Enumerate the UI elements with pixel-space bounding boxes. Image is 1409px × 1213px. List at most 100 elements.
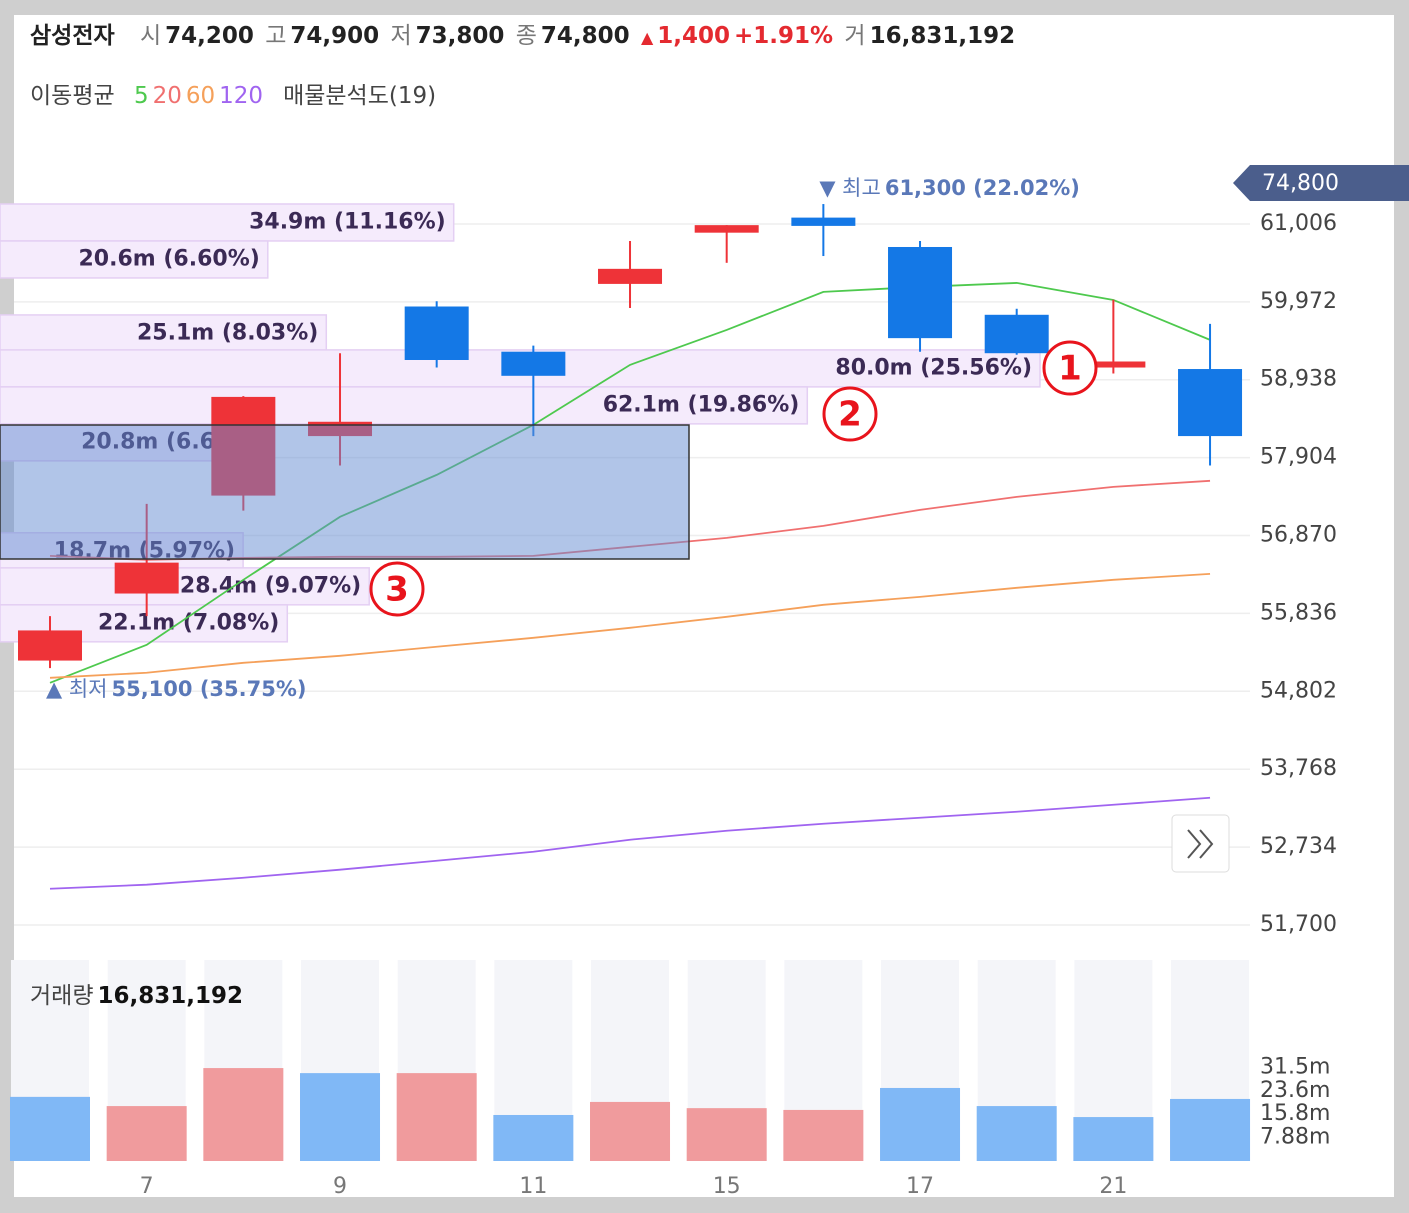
volume-tick-label: 7.88m — [1260, 1125, 1330, 1150]
y-tick-label: 61,006 — [1260, 211, 1337, 236]
callout-number: 3 — [385, 570, 409, 610]
volume-bar — [783, 1109, 864, 1161]
note-label: ▼ 최고 — [819, 176, 880, 200]
profile-label: 25.1m (8.03%) — [137, 320, 318, 345]
candle-body — [18, 630, 82, 661]
profile-label: 22.1m (7.08%) — [98, 610, 279, 635]
candle-body — [114, 562, 179, 594]
ma-line — [49, 282, 1211, 684]
y-tick-label: 55,836 — [1260, 600, 1337, 625]
volume-bar — [10, 1096, 90, 1161]
candle-body — [984, 314, 1049, 354]
volume-bar — [1170, 1098, 1251, 1161]
volume-bar — [493, 1114, 574, 1161]
x-tick-label: 21 — [1099, 1174, 1127, 1199]
legend-entry[interactable]: 120 — [219, 83, 264, 109]
label: 고 — [265, 23, 287, 49]
volume-bar — [976, 1106, 1057, 1161]
y-tick-label: 53,768 — [1260, 756, 1337, 781]
note-value: 55,100 (35.75%) — [111, 677, 306, 701]
volume-bar — [203, 1068, 284, 1161]
x-tick-label: 17 — [906, 1174, 934, 1199]
chevron-icon — [1187, 829, 1214, 859]
x-tick-label: 9 — [333, 1174, 347, 1199]
callout-number: 2 — [838, 395, 862, 435]
volume-tick-label: 23.6m — [1260, 1078, 1330, 1103]
legend-entry[interactable]: 60 — [185, 83, 216, 109]
volume-value: 16,831,192 — [97, 983, 243, 1009]
value: 73,800 — [415, 23, 505, 49]
candle-body — [1178, 369, 1243, 437]
callout-circle — [1042, 340, 1098, 396]
candle-body — [501, 351, 566, 376]
y-tick-label: 59,972 — [1260, 289, 1337, 314]
change-pct: +1.91% — [734, 23, 834, 49]
ma-line — [49, 796, 1211, 890]
volume-bar — [106, 1106, 187, 1161]
volume-bar — [1073, 1117, 1154, 1161]
value: 74,900 — [290, 23, 380, 49]
ma-line — [49, 572, 1211, 679]
last-price: 74,800 — [1262, 171, 1339, 196]
volume-title: 거래량 — [30, 983, 94, 1009]
indicator-legend: 이동평균 5 20 60 120 매물분석도(19) — [30, 76, 440, 110]
candle-body — [791, 217, 856, 226]
last-price-tag — [1233, 165, 1409, 201]
label: 저 — [390, 23, 412, 49]
profile-label: 62.1m (19.86%) — [603, 392, 800, 417]
candle-body — [1081, 361, 1146, 368]
x-tick-label: 11 — [519, 1174, 547, 1199]
callout-circle — [369, 561, 425, 617]
volume-tick-label: 31.5m — [1260, 1054, 1330, 1079]
callout-circle — [822, 386, 878, 442]
volume-tick-label: 15.8m — [1260, 1101, 1330, 1126]
volume-bar — [590, 1101, 671, 1161]
legend-entry[interactable]: 5 — [133, 83, 149, 109]
candle-body — [694, 225, 759, 233]
value: 74,200 — [165, 23, 254, 49]
profile-bar — [0, 240, 269, 279]
profile-bar — [0, 386, 809, 425]
label: 종 — [515, 23, 537, 49]
volume-bar — [686, 1108, 767, 1161]
ma-label: 이동평균 — [30, 83, 115, 109]
y-tick-label: 51,700 — [1260, 912, 1337, 937]
profile-label[interactable]: 매물분석도(19) — [283, 83, 437, 109]
price-note: ▲ 최저 55,100 (35.75%) — [46, 677, 306, 701]
value: 74,800 — [540, 23, 630, 49]
volume-bar — [300, 1073, 381, 1161]
profile-label: 20.6m (6.60%) — [79, 246, 260, 271]
profile-label: 80.0m (25.56%) — [835, 355, 1032, 380]
note-label: ▲ 최저 — [46, 677, 107, 701]
x-tick-label: 7 — [140, 1174, 154, 1199]
price-note: ▼ 최고 61,300 (22.02%) — [819, 176, 1079, 200]
volume-header: 거래량 16,831,192 — [30, 976, 247, 1010]
stock-name: 삼성전자 — [30, 23, 115, 49]
callout-number: 1 — [1058, 349, 1082, 389]
header: 삼성전자 시 74,200 고 74,900 저 73,800 종 74,800 ▲ 1,… — [30, 16, 1019, 50]
y-tick-label: 57,904 — [1260, 445, 1337, 470]
legend-entry[interactable]: 20 — [152, 83, 182, 109]
selection-box[interactable] — [0, 424, 690, 560]
profile-bar — [0, 314, 328, 353]
label: 거 — [844, 23, 866, 49]
profile-label: 34.9m (11.16%) — [249, 209, 446, 234]
profile-bar — [0, 203, 455, 242]
candle-body — [598, 268, 663, 284]
y-tick-label: 52,734 — [1260, 834, 1337, 859]
profile-label: 28.4m (9.07%) — [180, 573, 361, 598]
y-tick-label: 58,938 — [1260, 367, 1337, 392]
change-arrow: ▲ — [640, 28, 654, 47]
candle-body — [404, 306, 469, 360]
label: 시 — [139, 23, 162, 49]
volume-bar — [880, 1087, 961, 1161]
candle-body — [888, 246, 953, 339]
change: 1,400 — [657, 23, 731, 49]
value: 16,831,192 — [869, 23, 1016, 49]
y-tick-label: 54,802 — [1260, 678, 1337, 703]
scroll-button[interactable] — [1171, 814, 1230, 873]
x-tick-label: 15 — [713, 1174, 741, 1199]
volume-bar — [396, 1073, 477, 1161]
